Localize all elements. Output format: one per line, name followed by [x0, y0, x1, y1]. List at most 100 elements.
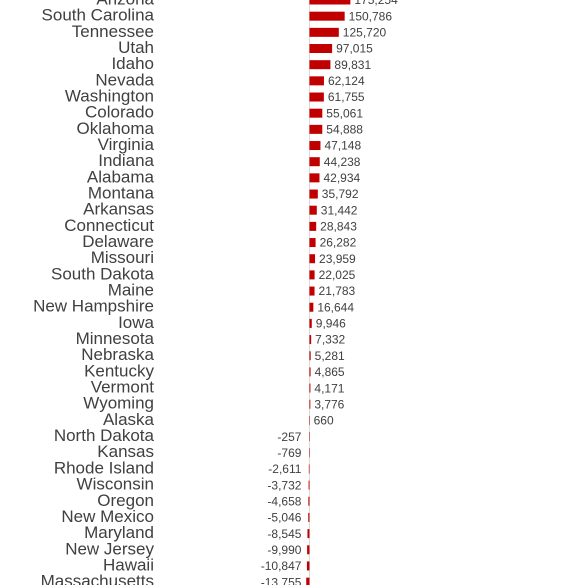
category-label: Nebraska [81, 345, 154, 364]
value-label: 175,254 [354, 0, 398, 7]
bar [306, 561, 310, 571]
bar [308, 464, 310, 474]
bar [309, 270, 315, 280]
category-label: New Mexico [61, 507, 154, 526]
category-label: Rhode Island [54, 458, 154, 477]
category-label: Montana [88, 184, 155, 203]
bar [309, 351, 311, 361]
bar [309, 92, 324, 102]
category-label: Vermont [91, 378, 155, 397]
category-label: Kentucky [84, 361, 154, 380]
bar [309, 399, 311, 409]
bar [306, 577, 310, 585]
value-label: 54,888 [326, 123, 363, 137]
category-label: Massachusetts [41, 572, 154, 585]
category-label: Minnesota [76, 329, 155, 348]
value-label: -13,755 [261, 575, 302, 585]
category-label: Washington [65, 87, 154, 106]
bar [309, 318, 312, 328]
value-label: 21,783 [319, 284, 356, 298]
bar [309, 0, 351, 5]
bar [308, 496, 310, 506]
category-label: Kansas [97, 442, 154, 461]
category-label: Wisconsin [77, 475, 154, 494]
category-label: Tennessee [72, 22, 154, 41]
bar [309, 44, 333, 54]
value-label: 9,946 [316, 317, 346, 331]
bar [309, 335, 312, 345]
bar [309, 189, 318, 199]
value-label: -8,545 [267, 527, 301, 541]
category-label: Alaska [103, 410, 155, 429]
value-label: 150,786 [349, 9, 393, 23]
value-label: 44,238 [324, 155, 361, 169]
value-label: -257 [277, 430, 301, 444]
bar [309, 27, 339, 37]
value-label: -769 [277, 446, 301, 460]
value-label: -3,732 [267, 478, 301, 492]
category-label: Alabama [87, 167, 155, 186]
category-label: Hawaii [103, 555, 154, 574]
value-label: 28,843 [320, 220, 357, 234]
category-label: Maryland [84, 523, 154, 542]
value-label: -9,990 [267, 543, 301, 557]
category-label: Utah [118, 38, 154, 57]
value-label: 89,831 [334, 58, 371, 72]
category-label: New Jersey [65, 539, 154, 558]
bar [309, 286, 315, 296]
value-label: 42,934 [323, 171, 360, 185]
category-label: Oregon [97, 491, 154, 510]
bar [309, 11, 345, 21]
value-label: 55,061 [326, 106, 363, 120]
bar [309, 302, 314, 312]
value-label: -5,046 [267, 511, 301, 525]
value-label: 5,281 [315, 349, 345, 363]
value-label: 4,171 [314, 381, 344, 395]
category-label: South Dakota [51, 264, 155, 283]
value-label: -10,847 [261, 559, 302, 573]
bar [307, 545, 310, 555]
bar [309, 173, 320, 183]
category-label: Connecticut [64, 216, 154, 235]
value-label: 61,755 [328, 90, 365, 104]
value-label: 31,442 [321, 203, 358, 217]
bar [309, 448, 310, 458]
value-label: -2,611 [268, 462, 301, 476]
value-label: 22,025 [319, 268, 356, 282]
bar [309, 367, 311, 377]
value-label: 125,720 [343, 26, 387, 40]
value-label: 23,959 [319, 252, 356, 266]
value-label: -4,658 [267, 494, 301, 508]
category-label: Virginia [98, 135, 155, 154]
bar [309, 60, 331, 70]
value-label: 62,124 [328, 74, 365, 88]
bar [309, 254, 316, 264]
value-label: 660 [314, 414, 334, 428]
value-label: 3,776 [314, 397, 344, 411]
category-label: Wyoming [83, 394, 154, 413]
bar [308, 480, 310, 490]
value-label: 35,792 [322, 187, 359, 201]
bar [309, 205, 317, 215]
category-label: Nevada [95, 70, 154, 89]
category-label: Missouri [91, 248, 154, 267]
bar [309, 141, 321, 151]
value-label: 7,332 [315, 333, 345, 347]
value-label: 26,282 [320, 236, 357, 250]
bar [309, 432, 310, 442]
value-label: 97,015 [336, 42, 373, 56]
bar [309, 108, 323, 118]
bar [309, 157, 320, 167]
category-label: Oklahoma [77, 119, 155, 138]
category-label: Arkansas [83, 200, 154, 219]
bar [309, 76, 324, 86]
value-label: 47,148 [324, 139, 361, 153]
category-label: Indiana [98, 151, 154, 170]
category-label: Idaho [111, 54, 154, 73]
category-label: North Dakota [54, 426, 155, 445]
category-label: New Hampshire [33, 297, 154, 316]
bar [307, 529, 310, 539]
bar [309, 415, 310, 425]
category-label: Arizona [96, 0, 154, 8]
